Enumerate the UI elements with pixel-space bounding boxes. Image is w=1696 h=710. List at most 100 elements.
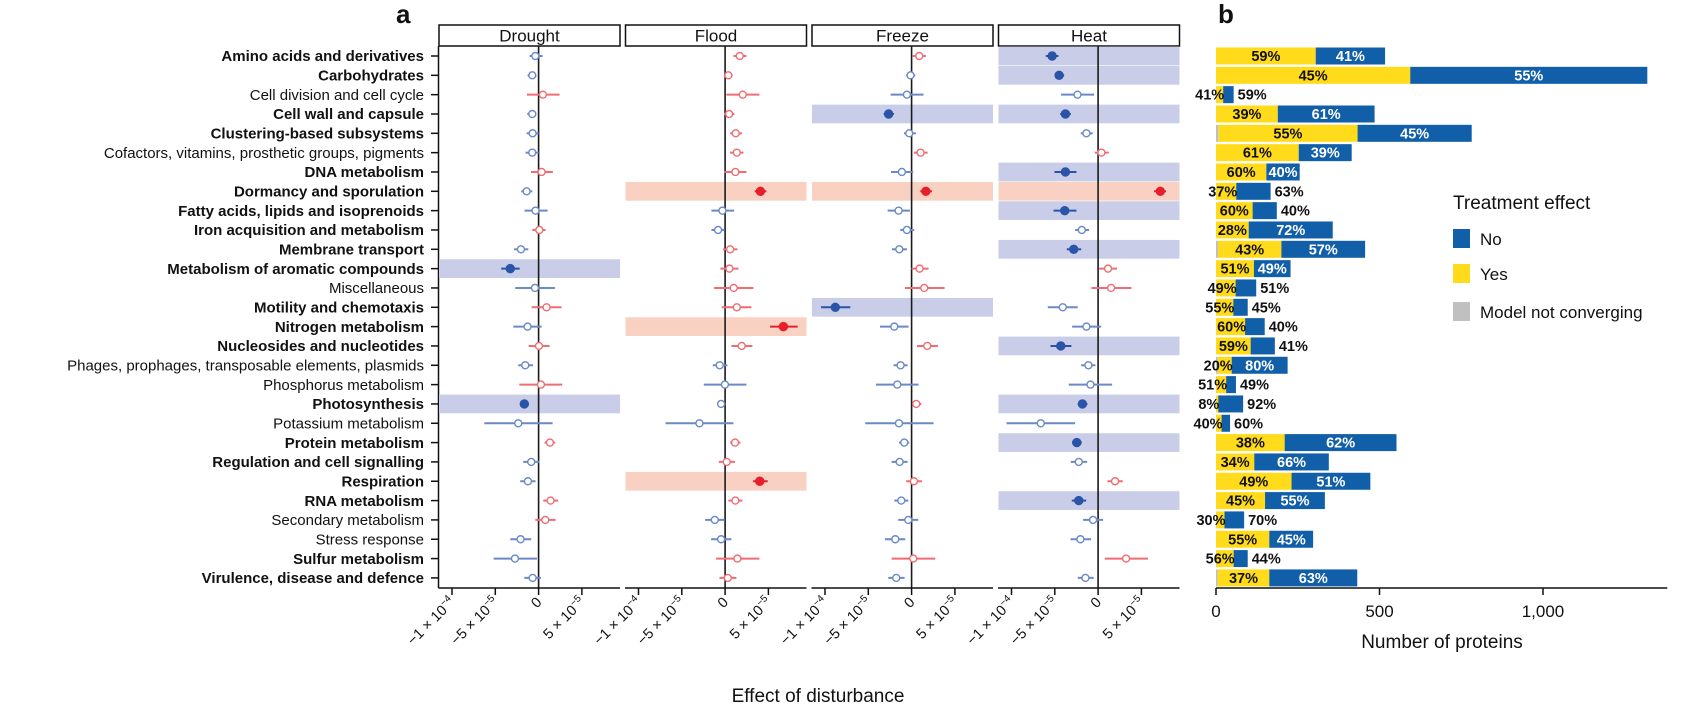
bar-segment-yes xyxy=(1217,356,1232,374)
bar-segment-no xyxy=(1291,472,1371,490)
bar-segment-no xyxy=(1315,47,1386,65)
point-estimate-significant xyxy=(1069,244,1079,255)
point-estimate xyxy=(1076,535,1085,544)
point-estimate xyxy=(542,303,551,312)
x-tick-label: 0 xyxy=(715,595,732,612)
point-estimate xyxy=(537,167,546,177)
bar-segment-no xyxy=(1224,511,1245,529)
bar-segment-yes xyxy=(1216,182,1237,200)
bar-row: 38% 62% xyxy=(1216,434,1397,452)
bar-segment-no xyxy=(1357,124,1472,142)
point-estimate xyxy=(909,477,919,486)
tick-label-base: 0 xyxy=(901,595,918,612)
point-estimate xyxy=(1110,477,1120,486)
tick-label-base: −5 × 10 xyxy=(821,603,867,649)
yes-percent-label: 8% xyxy=(1198,397,1219,413)
significance-band xyxy=(812,181,993,201)
x-tick-label: 0 xyxy=(901,595,918,612)
point-estimate xyxy=(1077,225,1087,235)
category-label: Clustering-based subsystems xyxy=(211,126,424,143)
point-estimate xyxy=(545,438,555,447)
significance-band xyxy=(998,162,1180,182)
point-estimate-significant xyxy=(1072,437,1082,448)
point-estimate-significant xyxy=(1047,51,1057,61)
point-estimate xyxy=(730,438,740,447)
legend-label-no: No xyxy=(1480,230,1502,249)
bar-segment-no xyxy=(1233,298,1248,316)
point-estimate xyxy=(725,245,735,254)
bar-row: 56% 44% xyxy=(1206,550,1281,568)
point-estimate xyxy=(920,283,929,293)
bar-row: 51% 49% xyxy=(1216,260,1291,278)
bar-segment-no xyxy=(1218,395,1244,413)
category-label: Iron acquisition and metabolism xyxy=(194,222,424,239)
bar-segment-no xyxy=(1298,144,1352,162)
bar-segment-no xyxy=(1226,376,1236,394)
point-estimate xyxy=(1058,303,1067,312)
bars: 59% 41%45% 55%41% 59%39% 61%55% 45%61% 39%60% 4… xyxy=(1194,47,1648,587)
bar-segment-yes xyxy=(1216,434,1285,452)
point-estimate xyxy=(713,225,723,235)
point-estimate-significant xyxy=(1060,167,1071,177)
bar-segment-yes xyxy=(1216,66,1411,84)
x-tick-label: −5 × 10−5 xyxy=(1006,593,1062,649)
point-estimate-significant xyxy=(519,399,529,409)
point-estimate xyxy=(716,399,726,409)
point-estimate xyxy=(530,283,540,293)
point-estimate xyxy=(731,496,740,505)
category-label: Sulfur metabolism xyxy=(293,551,424,568)
point-estimate xyxy=(523,322,532,331)
bar-segment-no xyxy=(1266,163,1300,181)
bar-segment-yes xyxy=(1216,260,1254,278)
facet-header-box xyxy=(997,24,1181,47)
x-tick-label: 5 × 10−5 xyxy=(1099,593,1149,643)
no-percent-label: 70% xyxy=(1248,513,1277,529)
category-label: Photosynthesis xyxy=(312,396,424,413)
bar-segment-yes xyxy=(1216,279,1236,297)
category-label: Dormancy and sporulation xyxy=(234,184,424,201)
bar-segment-no xyxy=(1248,221,1333,239)
point-estimate xyxy=(716,535,726,544)
point-estimate xyxy=(710,515,719,525)
bar-row: 61% 39% xyxy=(1216,144,1352,162)
category-label: Virulence, disease and defence xyxy=(202,570,424,587)
facet-header-box xyxy=(811,24,994,47)
point-estimate xyxy=(536,380,546,389)
no-percent-label: 55% xyxy=(1514,68,1543,84)
facet-header-label: Freeze xyxy=(876,27,929,46)
point-estimate xyxy=(1086,380,1095,389)
significance-band xyxy=(439,259,620,278)
no-percent-label: 49% xyxy=(1240,378,1269,394)
point-estimate xyxy=(722,457,731,467)
point-estimate xyxy=(923,341,932,351)
category-label: Phages, prophages, transposable elements… xyxy=(67,357,424,374)
legend-label-yes: Yes xyxy=(1480,265,1508,284)
x-tick-label: 0 xyxy=(1088,595,1105,612)
bar-segment-no xyxy=(1269,569,1358,587)
facet-heat: Heat−1 × 10−4−5 × 10−5 05 × 10−5 xyxy=(964,24,1181,649)
category-label: Miscellaneous xyxy=(329,280,424,297)
category-label: RNA metabolism xyxy=(305,493,424,510)
yes-percent-label: 20% xyxy=(1204,358,1233,374)
point-estimate xyxy=(732,303,741,312)
point-estimate xyxy=(510,554,520,563)
x-tick-label: 5 × 10−5 xyxy=(912,593,962,643)
legend-label-not-converging: Model not converging xyxy=(1480,303,1643,322)
tick-label-base: −1 × 10 xyxy=(405,603,451,649)
legend-swatch-yes xyxy=(1453,264,1470,283)
point-estimate-significant xyxy=(1060,109,1071,119)
point-estimate xyxy=(895,457,904,467)
facets: Drought−1 × 10−4−5 × 10−5 05 × 10−5Flood−… xyxy=(405,24,1181,649)
bar-segment-no xyxy=(1231,356,1288,374)
point-estimate xyxy=(1082,129,1091,138)
point-estimate xyxy=(528,71,537,80)
no-percent-label: 60% xyxy=(1234,416,1263,432)
bar-row: 60% 40% xyxy=(1216,163,1300,181)
point-estimate xyxy=(902,90,912,99)
no-percent-label: 51% xyxy=(1260,281,1289,297)
significance-band xyxy=(625,471,807,491)
point-estimate xyxy=(535,225,544,235)
point-estimate-significant xyxy=(1077,399,1088,409)
point-estimate xyxy=(1081,573,1090,583)
bar-segment-no xyxy=(1277,105,1375,123)
